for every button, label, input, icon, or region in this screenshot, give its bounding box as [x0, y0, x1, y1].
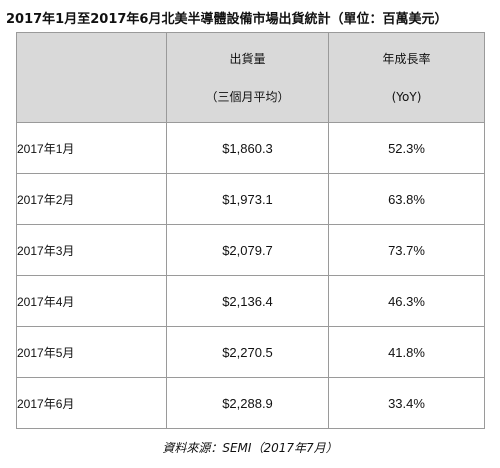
yoy-header-line2: (YoY) — [391, 89, 422, 104]
yoy-cell: 41.8% — [328, 326, 485, 378]
table-row: 2017年4月 $2,136.4 46.3% — [16, 275, 485, 327]
month-cell: 2017年6月 — [16, 377, 167, 429]
table-row: 2017年5月 $2,270.5 41.8% — [16, 326, 485, 378]
table-header-row: 出貨量 （三個月平均） 年成長率 (YoY) — [16, 32, 485, 123]
yoy-cell: 73.7% — [328, 224, 485, 276]
shipments-header-line2: （三個月平均） — [205, 89, 290, 104]
yoy-header: 年成長率 (YoY) — [328, 32, 485, 123]
shipments-cell: $1,973.1 — [166, 173, 329, 225]
header-corner-cell — [16, 32, 167, 123]
table-row: 2017年6月 $2,288.9 33.4% — [16, 377, 485, 429]
shipments-cell: $2,079.7 — [166, 224, 329, 276]
month-cell: 2017年5月 — [16, 326, 167, 378]
shipments-cell: $2,136.4 — [166, 275, 329, 327]
table-row: 2017年3月 $2,079.7 73.7% — [16, 224, 485, 276]
month-cell: 2017年3月 — [16, 224, 167, 276]
yoy-cell: 63.8% — [328, 173, 485, 225]
source-note: 資料來源：SEMI（2017年7月） — [162, 441, 338, 455]
month-cell: 2017年2月 — [16, 173, 167, 225]
shipments-header: 出貨量 （三個月平均） — [166, 32, 329, 123]
table-row: 2017年2月 $1,973.1 63.8% — [16, 173, 485, 225]
yoy-cell: 52.3% — [328, 122, 485, 174]
yoy-cell: 46.3% — [328, 275, 485, 327]
shipments-cell: $1,860.3 — [166, 122, 329, 174]
shipment-table: 出貨量 （三個月平均） 年成長率 (YoY) 2017年1月 $1,860.3 … — [16, 32, 485, 429]
table-row: 2017年1月 $1,860.3 52.3% — [16, 122, 485, 174]
month-cell: 2017年1月 — [16, 122, 167, 174]
shipments-cell: $2,288.9 — [166, 377, 329, 429]
shipments-cell: $2,270.5 — [166, 326, 329, 378]
month-cell: 2017年4月 — [16, 275, 167, 327]
yoy-cell: 33.4% — [328, 377, 485, 429]
yoy-header-line1: 年成長率 — [382, 51, 431, 66]
shipments-header-line1: 出貨量 — [229, 51, 266, 66]
table-title: 2017年1月至2017年6月北美半導體設備市場出貨統計（單位：百萬美元） — [6, 12, 448, 27]
